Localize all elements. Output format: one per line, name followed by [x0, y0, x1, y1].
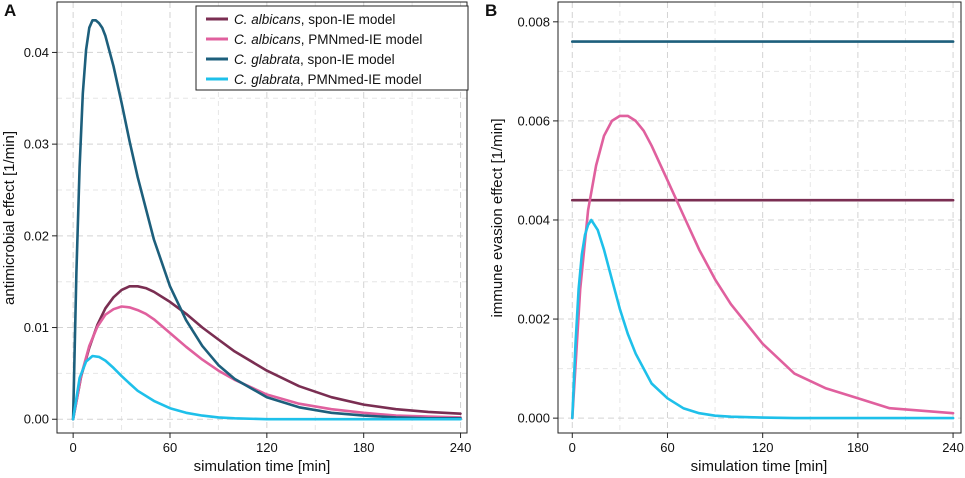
series-line — [71, 19, 462, 421]
x-tick-label: 180 — [353, 440, 375, 455]
x-tick-label: 120 — [752, 440, 774, 455]
legend-entry: C. glabrata, spon-IE model — [206, 52, 395, 67]
panel-a-xlabel: simulation time [min] — [194, 458, 331, 475]
x-tick-label: 0 — [70, 440, 77, 455]
plot-frame — [56, 1, 468, 434]
y-tick-label: 0.006 — [517, 113, 550, 128]
y-tick-label: 0.02 — [24, 228, 49, 243]
y-tick-label: 0.004 — [517, 212, 550, 227]
panel-b-ylabel: immune evasion effect [1/min] — [489, 119, 506, 318]
x-tick-label: 240 — [942, 440, 964, 455]
y-tick-label: 0.03 — [24, 137, 49, 152]
legend-label: C. albicans, PMNmed-IE model — [234, 32, 422, 47]
series-line — [71, 354, 462, 421]
legend-label: C. albicans, spon-IE model — [234, 12, 395, 27]
series-line — [71, 285, 462, 421]
legend-box — [195, 5, 469, 91]
legend-entry: C. albicans, PMNmed-IE model — [206, 32, 422, 47]
plot-frame — [557, 1, 962, 434]
x-tick-label: 0 — [569, 440, 576, 455]
legend-label: C. glabrata, spon-IE model — [234, 52, 395, 67]
y-tick-label: 0.000 — [517, 411, 550, 426]
legend-entry: C. glabrata, PMNmed-IE model — [206, 72, 422, 87]
y-tick-label: 0.008 — [517, 14, 550, 29]
y-tick-label: 0.01 — [24, 320, 49, 335]
x-tick-label: 120 — [256, 440, 278, 455]
y-tick-label: 0.04 — [24, 45, 49, 60]
legend: C. albicans, spon-IE model C. albicans, … — [195, 5, 469, 91]
series-line — [571, 218, 955, 420]
panel-label-a: A — [4, 1, 16, 20]
panel-b: 0 60 120 180 240 0.000 0.002 0.004 0.006 0.008 — [517, 1, 964, 455]
x-tick-label: 180 — [847, 440, 869, 455]
legend-entry: C. albicans, spon-IE model — [206, 12, 395, 27]
panel-label-b: B — [485, 1, 497, 20]
y-tick-label: 0.002 — [517, 312, 550, 327]
y-tick-label: 0.00 — [24, 412, 49, 427]
panel-a-ylabel: antimicrobial effect [1/min] — [1, 131, 18, 305]
legend-label: C. glabrata, PMNmed-IE model — [234, 72, 422, 87]
x-tick-label: 60 — [163, 440, 177, 455]
series-line — [571, 114, 955, 420]
series-line — [71, 305, 462, 421]
panel-b-xlabel: simulation time [min] — [691, 458, 828, 475]
x-tick-label: 240 — [450, 440, 472, 455]
x-tick-label: 60 — [660, 440, 674, 455]
